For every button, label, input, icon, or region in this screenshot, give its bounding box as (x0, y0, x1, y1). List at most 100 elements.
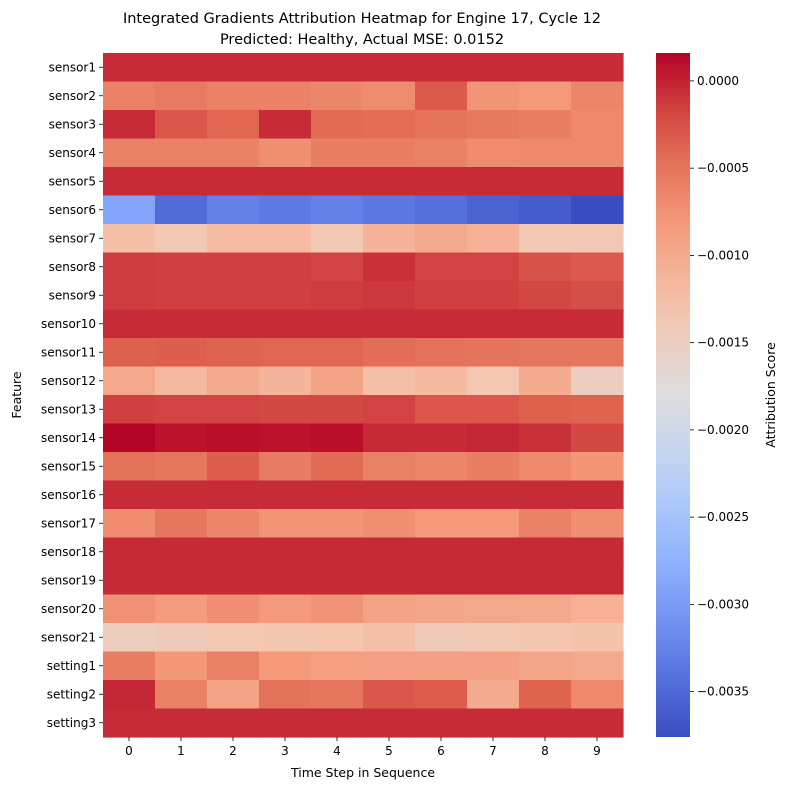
heatmap-cell (207, 167, 260, 197)
heatmap-cell (571, 53, 624, 83)
heatmap-cell (207, 537, 260, 567)
heatmap-cell (311, 309, 364, 339)
heatmap-cell (519, 452, 572, 482)
heatmap-cell (467, 138, 520, 168)
heatmap-cell (363, 594, 416, 624)
heatmap-cell (259, 366, 312, 396)
heatmap-cell (519, 708, 572, 738)
y-tick-label: sensor16 (41, 488, 96, 502)
heatmap-cell (259, 252, 312, 282)
heatmap-cell (571, 594, 624, 624)
heatmap-cell (467, 110, 520, 140)
heatmap-cell (311, 452, 364, 482)
heatmap-cell (467, 594, 520, 624)
heatmap-cell (259, 480, 312, 510)
heatmap-cell (103, 395, 156, 425)
x-tick-label: 6 (437, 744, 445, 758)
heatmap-cell (311, 110, 364, 140)
heatmap-cell (363, 452, 416, 482)
heatmap-cell (207, 594, 260, 624)
heatmap-cell (519, 252, 572, 282)
heatmap-cell (519, 366, 572, 396)
heatmap-cell (103, 81, 156, 111)
heatmap-cell (207, 195, 260, 225)
heatmap-cell (207, 309, 260, 339)
y-tick-label: sensor3 (49, 117, 96, 131)
heatmap-cell (415, 224, 468, 254)
x-tick-label: 4 (333, 744, 341, 758)
heatmap-cell (467, 81, 520, 111)
heatmap-cell (311, 281, 364, 311)
heatmap-cell (571, 224, 624, 254)
heatmap-cell (259, 651, 312, 681)
x-tick-label: 7 (489, 744, 497, 758)
heatmap-cell (103, 224, 156, 254)
heatmap-cell (155, 110, 208, 140)
heatmap-cell (363, 224, 416, 254)
heatmap-cell (155, 338, 208, 368)
heatmap-cell (415, 452, 468, 482)
heatmap-cell (467, 366, 520, 396)
heatmap-cell (571, 537, 624, 567)
y-tick-label: sensor21 (41, 630, 96, 644)
heatmap-cell (363, 110, 416, 140)
heatmap-cell (467, 252, 520, 282)
heatmap-cell (259, 281, 312, 311)
heatmap-cell (259, 338, 312, 368)
colorbar-tick-label: −0.0020 (697, 423, 749, 437)
heatmap-cell (415, 537, 468, 567)
heatmap-cell (519, 509, 572, 539)
y-tick-label: sensor11 (41, 345, 96, 359)
heatmap-cell (415, 110, 468, 140)
heatmap-cell (155, 509, 208, 539)
heatmap-cell (207, 680, 260, 710)
y-axis-label: Feature (9, 371, 24, 419)
heatmap-cell (519, 480, 572, 510)
heatmap-cell (311, 53, 364, 83)
heatmap-cell (207, 623, 260, 653)
heatmap-cell (259, 81, 312, 111)
heatmap-cell (103, 623, 156, 653)
heatmap-cell (467, 452, 520, 482)
heatmap-cell (571, 623, 624, 653)
heatmap-cell (259, 594, 312, 624)
heatmap-cell (259, 167, 312, 197)
heatmap-cell (311, 195, 364, 225)
heatmap-cell (103, 366, 156, 396)
heatmap-cell (155, 566, 208, 596)
heatmap-cell (311, 566, 364, 596)
heatmap-cell (415, 195, 468, 225)
heatmap-cell (571, 395, 624, 425)
y-tick-label: sensor18 (41, 545, 96, 559)
heatmap-cell (467, 537, 520, 567)
heatmap-cell (571, 138, 624, 168)
heatmap-cell (103, 480, 156, 510)
heatmap-cell (207, 81, 260, 111)
heatmap-cell (259, 566, 312, 596)
heatmap-cell (155, 281, 208, 311)
x-tick-label: 3 (281, 744, 289, 758)
heatmap-cell (519, 224, 572, 254)
heatmap-cell (103, 309, 156, 339)
heatmap-cell (103, 423, 156, 453)
y-tick-label: sensor10 (41, 317, 96, 331)
heatmap-cell (519, 651, 572, 681)
heatmap-cell (103, 195, 156, 225)
y-tick-label: sensor20 (41, 602, 96, 616)
heatmap-cell (363, 252, 416, 282)
colorbar (656, 53, 690, 737)
y-tick-label: sensor17 (41, 516, 96, 530)
y-tick-label: sensor7 (49, 231, 96, 245)
heatmap-cell (259, 395, 312, 425)
y-tick-label: sensor4 (49, 146, 96, 160)
heatmap-cell (363, 566, 416, 596)
heatmap-cell (415, 81, 468, 111)
heatmap-cell (311, 680, 364, 710)
heatmap-cell (363, 195, 416, 225)
heatmap-cell (571, 195, 624, 225)
heatmap-cell (311, 167, 364, 197)
heatmap-cell (103, 537, 156, 567)
heatmap-cell (571, 110, 624, 140)
heatmap-cell (207, 509, 260, 539)
